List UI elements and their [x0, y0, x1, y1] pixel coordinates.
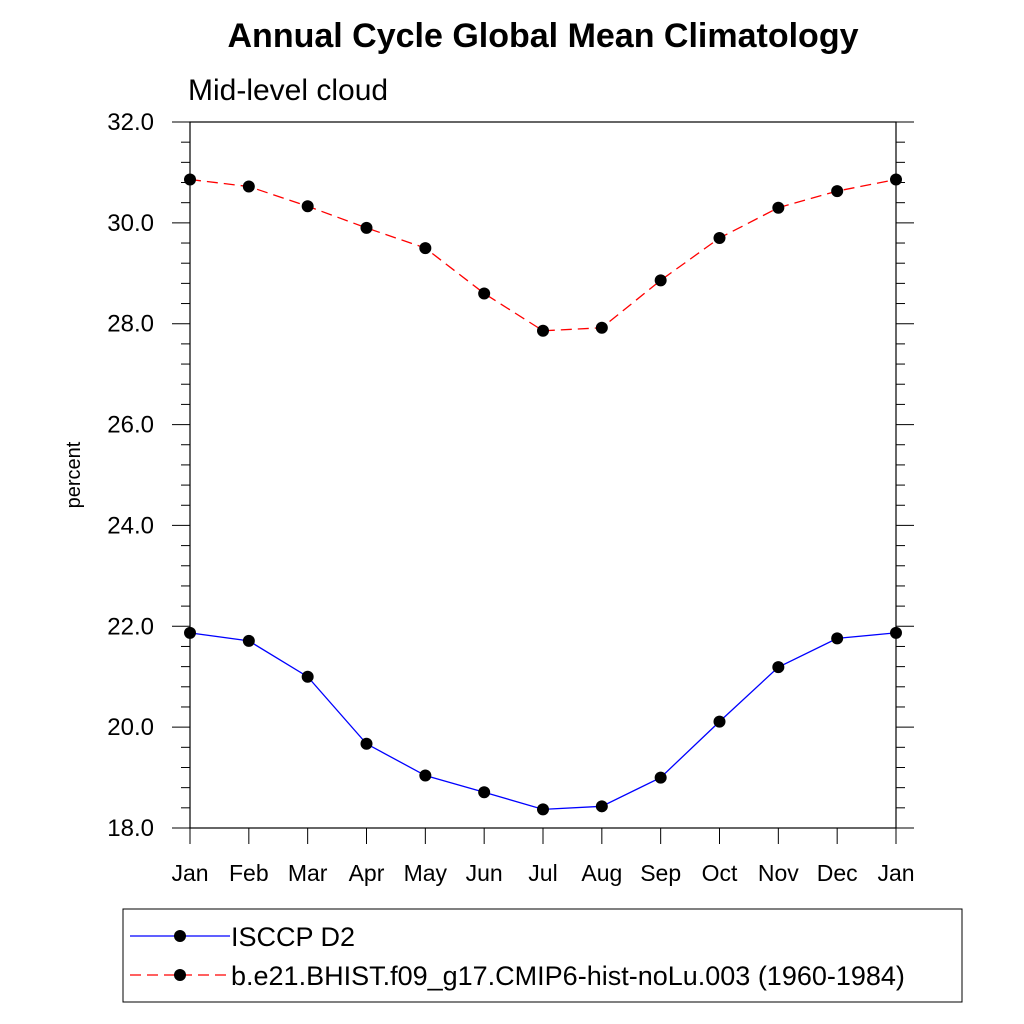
data-point: [595, 321, 608, 334]
data-point: [184, 173, 196, 186]
data-point: [242, 634, 255, 647]
legend-marker: [174, 969, 186, 981]
legend-label: ISCCP D2: [231, 922, 355, 952]
data-point: [478, 287, 491, 300]
y-tick-label: 28.0: [107, 311, 154, 338]
y-tick-label: 18.0: [107, 815, 154, 842]
y-tick-label: 24.0: [107, 512, 154, 539]
data-point: [360, 737, 373, 750]
data-point: [301, 200, 314, 213]
data-point: [772, 201, 785, 214]
series-layer: [184, 173, 902, 816]
x-tick-label: Jun: [466, 860, 503, 886]
legend-label: b.e21.BHIST.f09_g17.CMIP6-hist-noLu.003 …: [231, 961, 905, 991]
y-tick-label: 20.0: [107, 714, 154, 741]
y-tick-label: 26.0: [107, 412, 154, 439]
plot-frame: [189, 121, 897, 829]
x-tick-label: Aug: [581, 860, 622, 886]
data-point: [831, 185, 844, 198]
x-tick-label: Dec: [817, 860, 858, 886]
legend-marker: [174, 930, 186, 942]
data-point: [713, 231, 726, 244]
data-point: [890, 173, 902, 186]
data-point: [713, 715, 726, 728]
data-point: [831, 632, 844, 645]
series-group: [184, 626, 902, 816]
x-tick-label: Sep: [640, 860, 681, 886]
data-point: [595, 800, 608, 813]
data-point: [654, 274, 667, 287]
x-tick-label: Nov: [758, 860, 799, 886]
legend-box: [122, 908, 963, 1003]
data-point: [301, 670, 314, 683]
data-point: [772, 661, 785, 674]
series-line: [189, 632, 897, 810]
data-point: [537, 803, 549, 816]
x-tick-label: Mar: [288, 860, 328, 886]
data-point: [360, 221, 373, 234]
x-tick-label: May: [404, 860, 448, 886]
y-tick-label: 32.0: [107, 109, 154, 136]
y-tick-label: 22.0: [107, 613, 154, 640]
data-point: [478, 786, 491, 799]
x-tick-label: Jan: [171, 860, 208, 886]
data-point: [537, 324, 549, 337]
data-point: [184, 626, 196, 639]
data-point: [890, 626, 902, 639]
data-point: [654, 771, 667, 784]
x-tick-label: Jul: [528, 860, 557, 886]
y-axis-label: percent: [63, 441, 85, 508]
data-point: [242, 180, 255, 193]
x-tick-label: Jan: [877, 860, 914, 886]
data-point: [419, 242, 432, 255]
data-point: [419, 769, 432, 782]
x-tick-label: Oct: [702, 860, 738, 886]
y-tick-label: 30.0: [107, 210, 154, 237]
series-group: [184, 173, 902, 337]
series-line: [189, 178, 897, 332]
x-tick-labels: Jan Feb Mar Apr May Jun Jul Aug Sep Oct Nov Dec Jan: [171, 860, 914, 886]
x-tick-label: Apr: [349, 860, 385, 886]
x-tick-label: Feb: [229, 860, 269, 886]
y-tick-labels: 18.0 20.0 22.0 24.0 26.0 28.0 30.0 32.0: [107, 109, 154, 842]
axis-ticks: [172, 121, 914, 844]
legend: ISCCP D2 b.e21.BHIST.f09_g17.CMIP6-hist-n…: [130, 922, 905, 991]
chart-subtitle: Mid-level cloud: [188, 74, 388, 107]
chart-title: Annual Cycle Global Mean Climatology: [228, 17, 859, 55]
